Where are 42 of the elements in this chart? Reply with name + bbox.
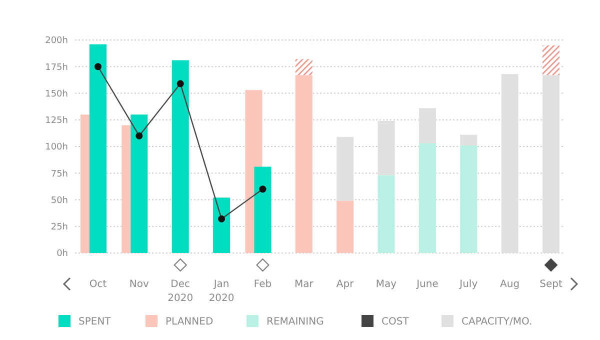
bar: [130, 114, 148, 253]
x-tick-label: Sept: [540, 279, 562, 290]
x-tick-label: July: [458, 279, 478, 290]
x-tick-label: Aug: [500, 279, 520, 290]
bar: [213, 198, 230, 253]
x-tick-label: Jan 2020: [208, 279, 234, 304]
legend-label: CAPACITY/MO.: [462, 316, 532, 328]
legend-label: SPENT: [78, 316, 112, 328]
bar: [418, 143, 436, 253]
bar: [501, 74, 518, 253]
bar: [254, 166, 272, 253]
y-tick-label: 75h: [50, 169, 68, 180]
y-tick-label: 150h: [45, 89, 68, 100]
bar: [90, 44, 106, 253]
bar: [418, 108, 436, 144]
bar: [542, 75, 560, 253]
bar: [378, 175, 395, 253]
x-tick-label: June: [416, 279, 438, 290]
x-tick-label: Oct: [89, 279, 107, 290]
bar: [378, 120, 395, 176]
x-tick-label: May: [376, 279, 397, 290]
y-tick-label: 125h: [45, 116, 68, 126]
y-tick-label: 0h: [56, 249, 68, 260]
bar: [460, 134, 478, 146]
legend-label: COST: [382, 316, 410, 328]
bar: [172, 60, 189, 253]
bar: [460, 145, 478, 253]
bar: [542, 45, 560, 76]
x-tick-label: Apr: [336, 279, 355, 290]
y-tick-label: 200h: [45, 36, 68, 46]
bar: [295, 59, 312, 76]
x-tick-label: Feb: [254, 279, 272, 290]
legend-label: PLANNED: [166, 316, 214, 328]
y-tick-label: 25h: [50, 222, 68, 233]
x-tick-label: Mar: [294, 279, 314, 290]
x-tick-label: Nov: [129, 279, 150, 290]
bar: [336, 136, 354, 201]
x-tick-label: Dec 2020: [168, 279, 194, 304]
y-tick-label: 50h: [50, 196, 68, 206]
legend-label: REMAINING: [266, 316, 324, 328]
y-tick-label: 175h: [45, 62, 68, 73]
y-tick-label: 100h: [45, 142, 68, 153]
